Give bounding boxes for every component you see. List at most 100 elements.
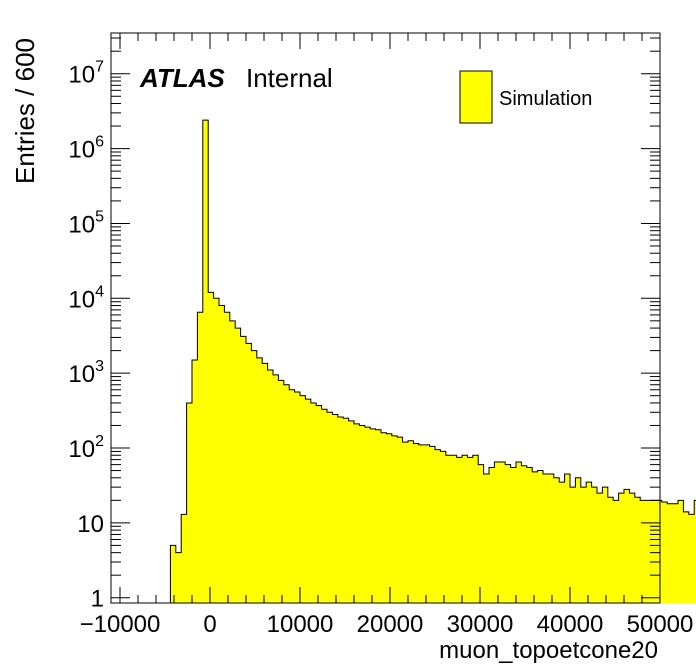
- histogram-bin: [251, 350, 258, 603]
- histogram-bin: [310, 402, 317, 603]
- histogram-bin: [472, 455, 479, 603]
- y-axis-ticks: [111, 37, 660, 599]
- histogram-bin: [510, 467, 517, 603]
- histogram-bin: [229, 320, 236, 603]
- histogram-bin: [537, 470, 544, 603]
- histogram-bin: [267, 370, 274, 603]
- histogram-bin: [391, 435, 398, 603]
- legend-entry: Simulation: [499, 88, 592, 110]
- histogram-bin: [170, 545, 177, 603]
- histogram-bin: [688, 514, 695, 603]
- plot-frame: [110, 32, 661, 604]
- histogram-bin: [456, 457, 463, 603]
- histogram-bin: [175, 552, 182, 603]
- histogram-bin: [543, 473, 549, 603]
- histogram-bin: [278, 380, 285, 603]
- histogram-bin: [548, 473, 555, 603]
- y-tick-label: 104: [68, 283, 104, 313]
- histogram-bin: [483, 473, 490, 603]
- histogram-bin: [667, 503, 673, 603]
- histogram-bin: [478, 464, 484, 603]
- x-axis-title: muon_topoetcone20: [439, 637, 658, 664]
- legend-swatch: [459, 70, 493, 124]
- histogram-bin: [370, 428, 376, 603]
- histogram-bin: [337, 416, 344, 603]
- histogram-bin: [570, 487, 576, 603]
- histogram-bin: [289, 389, 295, 603]
- x-tick-label: 30000: [447, 611, 514, 638]
- histogram-bin: [521, 465, 528, 603]
- histogram-bin: [186, 402, 193, 603]
- histogram-bin: [661, 501, 668, 603]
- atlas-label: ATLAS Internal: [139, 63, 333, 93]
- histogram-bin: [683, 511, 690, 603]
- histogram-bin: [364, 427, 371, 603]
- histogram-bin: [591, 487, 598, 603]
- histogram-bin: [235, 328, 241, 603]
- y-axis-title: Entries / 600: [10, 38, 40, 184]
- histogram-bin: [316, 405, 322, 603]
- histogram-bin: [435, 449, 441, 603]
- histogram-bin: [602, 487, 609, 603]
- histogram-outline: [169, 119, 696, 603]
- histogram-bin: [283, 384, 290, 603]
- atlas-label-normal: Internal: [246, 63, 333, 93]
- histogram-bin: [499, 462, 506, 603]
- histogram-bin: [343, 418, 349, 603]
- y-tick-label: 107: [68, 59, 104, 89]
- histogram-bin: [424, 444, 430, 603]
- x-tick-label: 50000: [627, 611, 694, 638]
- histogram-bin: [445, 455, 452, 603]
- y-axis-tick-labels: 1 10 102 103 104 105 106 107: [68, 59, 104, 613]
- x-tick-label: −10000: [80, 611, 161, 638]
- histogram-bin: [240, 336, 247, 603]
- histogram-bin: [219, 305, 225, 603]
- histogram-bin: [262, 363, 268, 603]
- histogram-bin: [192, 359, 198, 603]
- histogram-bin: [629, 493, 636, 603]
- histogram-bin: [580, 487, 587, 603]
- histogram-bin: [208, 292, 214, 603]
- histogram-bin: [386, 433, 393, 603]
- histogram-bars: [170, 120, 696, 604]
- histogram-bin: [640, 500, 646, 603]
- histogram-bin: [300, 395, 306, 603]
- y-tick-label: 102: [68, 433, 104, 463]
- histogram-bin: [256, 357, 263, 603]
- histogram-bin: [494, 462, 501, 603]
- histogram-bin: [354, 423, 360, 603]
- histogram-bin: [575, 477, 582, 603]
- histogram-bin: [359, 425, 366, 603]
- histogram-bin: [624, 489, 630, 603]
- histogram-bin: [402, 442, 409, 603]
- histogram-bin: [181, 514, 187, 603]
- histogram-bin: [381, 432, 387, 603]
- y-tick-label: 103: [68, 358, 104, 388]
- x-tick-label: 40000: [537, 611, 604, 638]
- histogram-bin: [505, 464, 511, 603]
- histogram-bin: [672, 503, 679, 603]
- histogram-bin: [618, 493, 625, 603]
- histogram-bin: [413, 443, 420, 603]
- histogram-bin: [294, 392, 301, 603]
- histogram-bin: [273, 374, 279, 603]
- histogram-bin: [213, 298, 220, 603]
- histogram-bin: [489, 467, 495, 603]
- histogram-bin: [327, 412, 333, 603]
- histogram-bin: [613, 500, 619, 603]
- histogram-bin: [532, 471, 538, 603]
- x-axis-ticks: [119, 33, 661, 603]
- histogram-bin: [694, 500, 696, 603]
- histogram-bin: [462, 455, 468, 603]
- histogram-bin: [321, 409, 328, 603]
- y-tick-label: 105: [68, 208, 104, 238]
- histogram-bin: [348, 420, 355, 603]
- histogram-bin: [645, 500, 652, 603]
- histogram-bin: [246, 343, 252, 603]
- histogram-bin: [651, 500, 657, 603]
- y-tick-label: 1: [91, 586, 104, 613]
- histogram-bin: [408, 440, 414, 603]
- histogram-bin: [564, 473, 571, 603]
- histogram-bin: [202, 120, 209, 604]
